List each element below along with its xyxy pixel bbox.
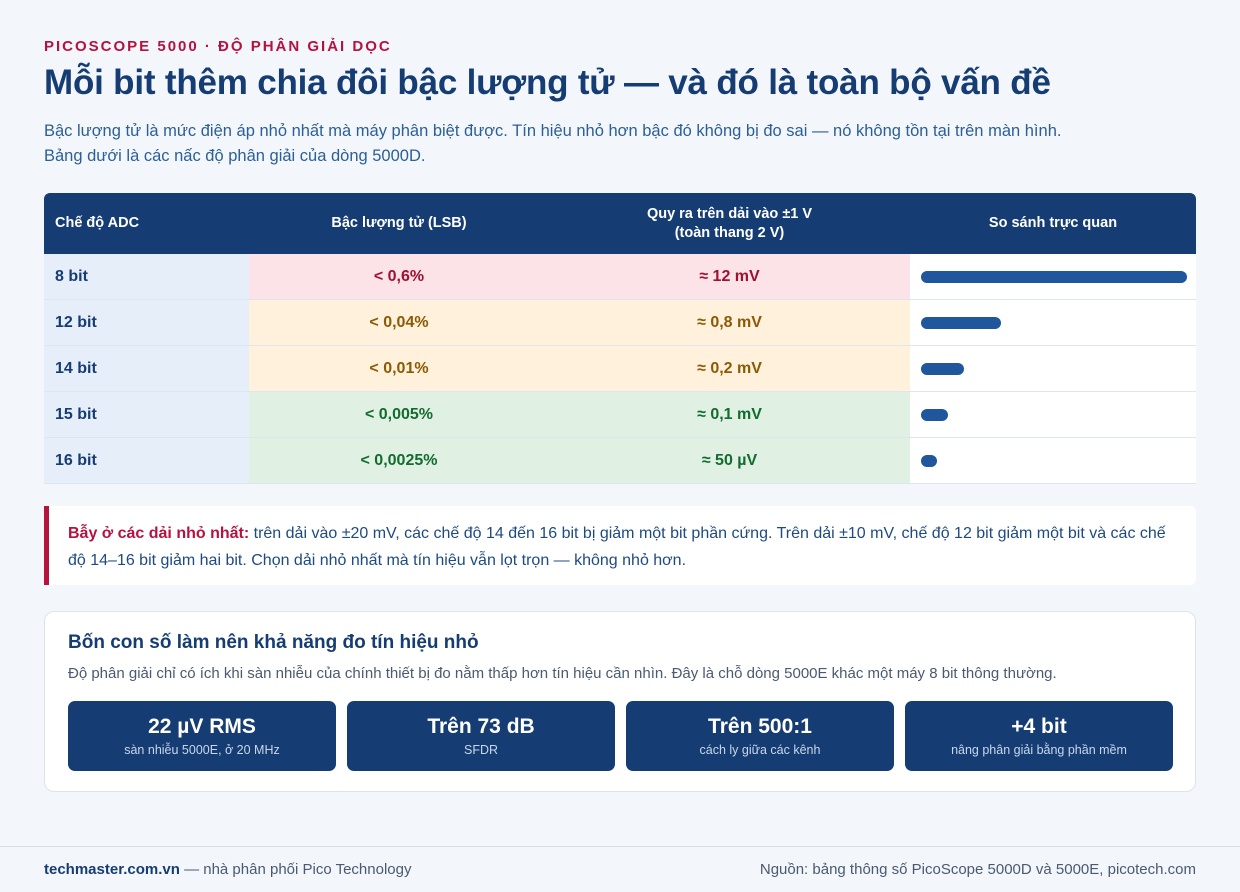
trap-text: trên dải vào ±20 mV, các chế độ 14 đến 1… [68, 525, 1166, 569]
column-header-voltage-line2: (toàn thang 2 V) [674, 224, 785, 241]
footer-credit: techmaster.com.vn — nhà phân phối Pico T… [44, 861, 411, 878]
eyebrow: PICOSCOPE 5000 · ĐỘ PHÂN GIẢI DỌC [44, 38, 392, 55]
adc-mode-cell: 16 bit [44, 438, 249, 483]
table-row: 12 bit < 0,04% ≈ 0,8 mV [44, 300, 1196, 346]
footer-tagline: — nhà phân phối Pico Technology [179, 861, 412, 878]
stat-label: cách ly giữa các kênh [699, 743, 821, 757]
column-header-voltage: Quy ra trên dải vào ±1 V (toàn thang 2 V… [549, 193, 910, 254]
table-row: 14 bit < 0,01% ≈ 0,2 mV [44, 346, 1196, 392]
footer-site-link[interactable]: techmaster.com.vn [44, 861, 180, 878]
stat-label: SFDR [463, 743, 499, 757]
comparison-bar [921, 270, 1187, 283]
visual-cell [910, 300, 1196, 345]
lsb-cell: < 0,6% [249, 254, 549, 299]
table-row: 15 bit < 0,005% ≈ 0,1 mV [44, 392, 1196, 438]
column-header-visual: So sánh trực quan [988, 215, 1118, 231]
stat-value: +4 bit [1011, 715, 1067, 738]
stat-value: Trên 73 dB [427, 715, 535, 738]
adc-mode-cell: 8 bit [44, 254, 249, 299]
voltage-cell: ≈ 0,1 mV [549, 392, 910, 437]
column-header-lsb: Bậc lượng tử (LSB) [331, 215, 467, 231]
visual-cell [910, 346, 1196, 391]
visual-cell [910, 254, 1196, 299]
stat-value: 22 µV RMS [148, 715, 256, 738]
stat-value: Trên 500:1 [708, 715, 812, 738]
comparison-bar [921, 408, 948, 421]
stat-card-sfdr: Trên 73 dB SFDR [347, 701, 615, 771]
page-title: Mỗi bit thêm chia đôi bậc lượng tử — và … [44, 63, 1051, 102]
lsb-cell: < 0,005% [249, 392, 549, 437]
stat-label: nâng phân giải bằng phần mềm [951, 743, 1127, 757]
stat-card-noise-floor: 22 µV RMS sàn nhiễu 5000E, ở 20 MHz [68, 701, 336, 771]
table-row: 16 bit < 0,0025% ≈ 50 µV [44, 438, 1196, 484]
stat-label: sàn nhiễu 5000E, ở 20 MHz [124, 743, 280, 757]
table-body: 8 bit < 0,6% ≈ 12 mV 12 bit < 0,04% ≈ 0,8 mV 1… [44, 254, 1196, 484]
stat-card-resolution-enhancement: +4 bit nâng phân giải bằng phần mềm [905, 701, 1173, 771]
adc-mode-cell: 12 bit [44, 300, 249, 345]
visual-cell [910, 438, 1196, 483]
footer: techmaster.com.vn — nhà phân phối Pico T… [0, 846, 1240, 892]
column-header-voltage-line1: Quy ra trên dải vào ±1 V [646, 205, 813, 222]
trap-label: Bẫy ở các dải nhỏ nhất: [68, 525, 250, 542]
stat-cards: 22 µV RMS sàn nhiễu 5000E, ở 20 MHz Trên… [68, 701, 1173, 771]
footer-source: Nguồn: bảng thông số PicoScope 5000D và … [759, 861, 1196, 878]
resolution-table: Chế độ ADC Bậc lượng tử (LSB) Quy ra trê… [44, 193, 1196, 484]
comparison-bar [921, 316, 1001, 329]
stat-card-crosstalk: Trên 500:1 cách ly giữa các kênh [626, 701, 894, 771]
comparison-bar [921, 454, 937, 467]
table-header: Chế độ ADC Bậc lượng tử (LSB) Quy ra trê… [44, 193, 1196, 254]
trap-note: Bẫy ở các dải nhỏ nhất: trên dải vào ±20… [44, 506, 1196, 585]
lsb-cell: < 0,0025% [249, 438, 549, 483]
key-figures-panel: Bốn con số làm nên khả năng đo tín hiệu … [44, 611, 1196, 792]
comparison-bar [921, 362, 964, 375]
column-header-adc-mode: Chế độ ADC [55, 215, 140, 231]
panel-title: Bốn con số làm nên khả năng đo tín hiệu … [68, 632, 479, 653]
table-row: 8 bit < 0,6% ≈ 12 mV [44, 254, 1196, 300]
voltage-cell: ≈ 50 µV [549, 438, 910, 483]
lsb-cell: < 0,04% [249, 300, 549, 345]
voltage-cell: ≈ 0,2 mV [549, 346, 910, 391]
adc-mode-cell: 15 bit [44, 392, 249, 437]
voltage-cell: ≈ 12 mV [549, 254, 910, 299]
voltage-cell: ≈ 0,8 mV [549, 300, 910, 345]
lede-paragraph: Bậc lượng tử là mức điện áp nhỏ nhất mà … [44, 122, 1062, 165]
adc-mode-cell: 14 bit [44, 346, 249, 391]
panel-subtitle: Độ phân giải chỉ có ích khi sàn nhiễu củ… [68, 665, 1057, 682]
visual-cell [910, 392, 1196, 437]
lsb-cell: < 0,01% [249, 346, 549, 391]
